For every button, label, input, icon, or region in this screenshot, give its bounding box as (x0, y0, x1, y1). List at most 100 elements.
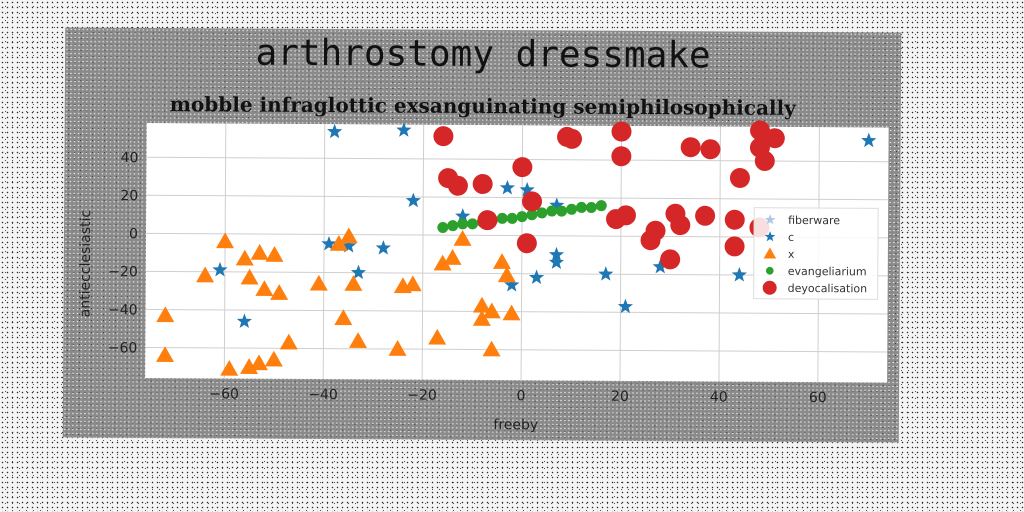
point-x (249, 354, 268, 371)
point-x (482, 302, 501, 319)
point-evangeliarium (506, 212, 518, 224)
point-evangeliarium (595, 200, 607, 212)
point-x (472, 310, 491, 326)
point-evangeliarium (585, 201, 597, 213)
legend: fiberware cx evangeliarium deyocalisation (753, 207, 879, 300)
x-tick-label: −20 (407, 388, 437, 404)
point-x (453, 230, 472, 246)
legend-label: x (788, 248, 795, 261)
point-evangeliarium (437, 222, 449, 234)
data-points (156, 120, 877, 376)
point-x (334, 309, 353, 326)
point-deyocalisation (522, 191, 543, 212)
point-c (327, 123, 343, 139)
point-evangeliarium (556, 205, 568, 217)
point-c (350, 264, 367, 280)
point-x (156, 346, 175, 363)
point-evangeliarium (566, 203, 578, 215)
point-c (548, 254, 565, 269)
point-deyocalisation (516, 233, 537, 254)
point-deyocalisation (562, 128, 583, 149)
point-c (731, 266, 747, 282)
point-deyocalisation (472, 173, 493, 194)
point-x (255, 280, 274, 297)
point-deyocalisation (700, 139, 721, 160)
point-deyocalisation (477, 210, 498, 231)
point-deyocalisation (611, 146, 632, 167)
point-x (492, 253, 511, 269)
point-x (240, 268, 259, 285)
point-c (528, 269, 545, 285)
legend-label: deyocalisation (788, 282, 868, 295)
y-axis-label: antiecclesiastic (77, 210, 94, 318)
point-c (341, 237, 357, 253)
x-grid-line (619, 125, 623, 381)
y-tick-label: −40 (108, 302, 138, 318)
point-evangeliarium (536, 207, 548, 219)
legend-label: evangeliarium (788, 265, 867, 278)
point-deyocalisation (750, 120, 771, 141)
point-c (652, 258, 668, 274)
plot-area (145, 122, 889, 383)
point-evangeliarium (516, 211, 528, 223)
point-x (497, 266, 516, 283)
legend-label: c (788, 231, 794, 244)
point-c (549, 197, 565, 212)
point-evangeliarium (447, 220, 459, 232)
legend-marker (763, 247, 777, 259)
point-x (270, 284, 289, 300)
legend-marker (764, 231, 776, 242)
point-deyocalisation (729, 167, 750, 188)
legend-marker (765, 266, 774, 275)
point-x (388, 340, 407, 356)
point-x (344, 275, 363, 291)
point-evangeliarium (546, 205, 558, 217)
point-deyocalisation (447, 175, 468, 196)
point-x (472, 296, 491, 313)
point-x (250, 244, 269, 260)
tick-labels: −60 −40 −20 0 20 40 60 −60 −40 −20 0 20 40 (108, 150, 827, 406)
point-deyocalisation (764, 128, 785, 149)
legend-box (753, 207, 879, 300)
point-c (405, 192, 421, 208)
point-deyocalisation (680, 137, 701, 158)
point-x (216, 232, 235, 249)
point-c (504, 277, 520, 292)
point-x (403, 275, 422, 292)
point-x (433, 254, 452, 271)
point-c (617, 298, 633, 314)
x-grid-line (223, 123, 227, 379)
point-x (428, 328, 447, 345)
point-x (240, 358, 259, 374)
point-x (502, 304, 521, 321)
point-deyocalisation (695, 205, 716, 226)
point-evangeliarium (526, 209, 538, 221)
point-deyocalisation (660, 249, 681, 270)
point-deyocalisation (670, 215, 691, 236)
x-axis-label: freeby (493, 417, 538, 433)
point-x (339, 227, 358, 244)
point-x (443, 249, 462, 265)
y-grid-line (146, 194, 889, 201)
point-x (279, 333, 298, 350)
point-x (264, 350, 283, 367)
point-c (321, 235, 337, 251)
point-x (220, 359, 239, 376)
x-tick-label: −40 (308, 387, 338, 403)
point-deyocalisation (724, 209, 745, 230)
point-deyocalisation (512, 157, 533, 178)
point-c (861, 132, 877, 148)
x-tick-label: 40 (710, 389, 728, 405)
point-x (482, 340, 501, 357)
point-c (598, 266, 614, 281)
y-grid-line (145, 308, 888, 315)
x-tick-label: 20 (611, 389, 629, 405)
point-x (349, 332, 368, 348)
y-tick-label: 20 (120, 188, 138, 204)
y-tick-label: −60 (108, 340, 138, 356)
point-deyocalisation (724, 236, 745, 257)
point-evangeliarium (496, 212, 508, 224)
figure-panel: arthrostomy dressmake mobble infraglotti… (62, 27, 902, 443)
point-x (265, 246, 284, 262)
x-tick-label: 60 (809, 390, 827, 406)
